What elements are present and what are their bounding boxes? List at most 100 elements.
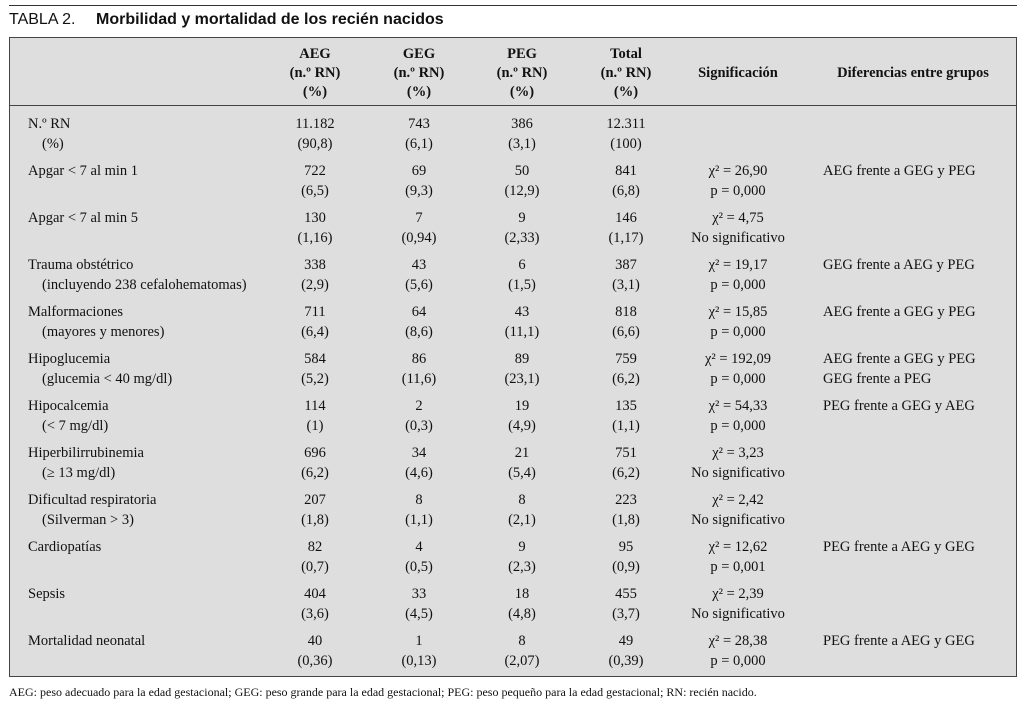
- row-label: (%): [42, 136, 64, 152]
- cell-value: 86: [411, 351, 427, 367]
- column-header: Total: [610, 46, 642, 62]
- cell-value: (2,9): [301, 277, 329, 293]
- row-label: Sepsis: [28, 586, 66, 602]
- cell-value: 146: [615, 210, 637, 226]
- cell-value: 43: [411, 257, 427, 273]
- cell-value: 1: [415, 633, 423, 649]
- cell-value: (6,1): [405, 136, 433, 152]
- row-label: (glucemia < 40 mg/dl): [42, 371, 173, 387]
- top-rule: [9, 5, 1017, 6]
- cell-value: (90,8): [297, 136, 333, 152]
- cell-value: (0,9): [612, 559, 640, 575]
- group-difference: PEG frente a GEG y AEG: [823, 398, 975, 414]
- cell-value: (1,8): [301, 512, 329, 528]
- significance: χ² = 54,33: [708, 398, 768, 414]
- cell-value: (4,8): [508, 606, 536, 622]
- cell-value: 4: [415, 539, 423, 555]
- cell-value: (6,2): [612, 465, 640, 481]
- cell-value: 11.182: [295, 116, 335, 132]
- cell-value: 9: [518, 539, 526, 555]
- table-label: TABLA 2.: [9, 11, 76, 28]
- cell-value: (11,6): [401, 371, 437, 387]
- row-label: Apgar < 7 al min 5: [28, 210, 139, 226]
- cell-value: (2,33): [504, 230, 540, 246]
- significance: χ² = 26,90: [708, 163, 768, 179]
- significance: χ² = 3,23: [712, 445, 764, 461]
- cell-value: (1): [306, 418, 324, 434]
- cell-value: (1,1): [612, 418, 640, 434]
- cell-value: (0,7): [301, 559, 329, 575]
- cell-value: (3,1): [612, 277, 640, 293]
- row-label: (< 7 mg/dl): [42, 418, 109, 434]
- cell-value: 135: [615, 398, 637, 414]
- cell-value: 6: [518, 257, 526, 273]
- significance: p = 0,000: [710, 653, 766, 669]
- column-header: (n.º RN): [289, 65, 341, 81]
- cell-value: (6,2): [612, 371, 640, 387]
- cell-value: 34: [411, 445, 427, 461]
- table: [9, 37, 1017, 677]
- significance: p = 0,000: [710, 277, 766, 293]
- cell-value: (3,1): [508, 136, 536, 152]
- cell-value: (5,4): [508, 465, 536, 481]
- cell-value: (9,3): [405, 183, 433, 199]
- cell-value: (0,39): [608, 653, 644, 669]
- cell-value: (3,6): [301, 606, 329, 622]
- cell-value: (1,17): [608, 230, 644, 246]
- row-label: (mayores y menores): [42, 324, 165, 340]
- significance: χ² = 2,42: [712, 492, 764, 508]
- cell-value: 2: [415, 398, 423, 414]
- column-header: (%): [406, 84, 432, 100]
- row-label: N.º RN: [28, 116, 71, 132]
- cell-value: 841: [615, 163, 637, 179]
- cell-value: 584: [304, 351, 326, 367]
- column-header: (%): [509, 84, 535, 100]
- cell-value: 223: [615, 492, 637, 508]
- cell-value: 711: [304, 304, 326, 320]
- cell-value: 386: [511, 116, 533, 132]
- row-label: Cardiopatías: [28, 539, 102, 555]
- row-label: (incluyendo 238 cefalohematomas): [42, 277, 247, 293]
- cell-value: 338: [304, 257, 326, 273]
- cell-value: 387: [615, 257, 637, 273]
- cell-value: 82: [307, 539, 323, 555]
- cell-value: (1,16): [297, 230, 333, 246]
- cell-value: (6,6): [612, 324, 640, 340]
- cell-value: (6,8): [612, 183, 640, 199]
- group-difference: AEG frente a GEG y PEG: [823, 304, 976, 320]
- cell-value: 455: [615, 586, 637, 602]
- cell-value: 751: [615, 445, 637, 461]
- column-header: (n.º RN): [393, 65, 445, 81]
- cell-value: (6,4): [301, 324, 329, 340]
- cell-value: 50: [514, 163, 530, 179]
- row-label: Apgar < 7 al min 1: [28, 163, 139, 179]
- cell-value: (8,6): [405, 324, 433, 340]
- header-rule: [9, 105, 1017, 106]
- cell-value: 18: [514, 586, 530, 602]
- cell-value: 19: [514, 398, 530, 414]
- cell-value: 8: [518, 633, 526, 649]
- cell-value: 722: [304, 163, 326, 179]
- cell-value: (3,7): [612, 606, 640, 622]
- cell-value: 43: [514, 304, 530, 320]
- cell-value: 9: [518, 210, 526, 226]
- column-header: Significación: [698, 65, 778, 81]
- cell-value: (23,1): [504, 371, 540, 387]
- significance: χ² = 19,17: [708, 257, 768, 273]
- group-difference: GEG frente a AEG y PEG: [823, 257, 975, 273]
- significance: χ² = 12,62: [708, 539, 768, 555]
- cell-value: 64: [411, 304, 427, 320]
- column-header: GEG: [402, 46, 436, 62]
- cell-value: (2,1): [508, 512, 536, 528]
- cell-value: (0,13): [401, 653, 437, 669]
- cell-value: 743: [408, 116, 430, 132]
- significance: χ² = 28,38: [708, 633, 768, 649]
- significance: p = 0,000: [710, 371, 766, 387]
- cell-value: 12.311: [606, 116, 646, 132]
- cell-value: (5,2): [301, 371, 329, 387]
- cell-value: 404: [304, 586, 326, 602]
- cell-value: 69: [411, 163, 427, 179]
- cell-value: (0,94): [401, 230, 437, 246]
- significance: p = 0,001: [710, 559, 766, 575]
